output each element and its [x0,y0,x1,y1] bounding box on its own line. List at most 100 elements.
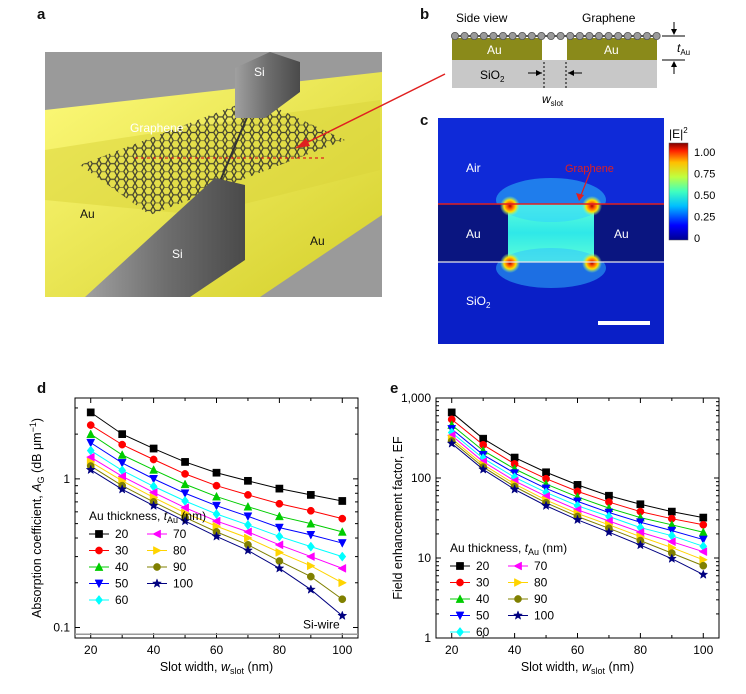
graphene-beads [450,32,661,41]
data-point [152,529,161,539]
panel-b-side-view: Side view Graphene Au Au SiO2 wslot tAu [450,11,690,108]
data-point [244,491,252,499]
data-point [447,408,456,417]
au-left-region [438,204,508,262]
data-point [667,507,676,516]
data-point [275,499,284,508]
data-point [274,523,284,533]
graphene-atom [566,32,575,41]
label-air: Air [466,161,481,175]
data-point [698,547,708,557]
label-graphene-c: Graphene [565,163,614,175]
legend-label: 60 [476,625,490,639]
colorbar-tick-label: 0.75 [694,169,715,181]
x-tick-label: 80 [273,643,287,657]
panel-c-field-map: Graphene Air Au Au SiO2 |E|2 1.00 0.75 0.5… [438,118,715,344]
y-tick-label: 100 [411,471,431,485]
data-point [455,611,465,621]
series-20 [86,408,347,505]
data-point [212,501,221,511]
label-graphene-b: Graphene [582,11,636,25]
panel-letter-c: c [420,112,429,129]
label-t-au: tAu [677,41,690,57]
data-point [305,584,316,594]
hotspot-top-left [500,196,520,216]
x-axis-label: Slot width, wslot (nm) [521,660,634,676]
graphene-atom [643,32,652,41]
data-point [153,546,162,555]
panel-letter-e: e [390,380,399,397]
data-point [514,595,522,603]
legend-label: 90 [534,592,548,606]
graphene-atom [585,32,594,41]
series-40 [86,429,347,536]
y-tick-label: 1 [424,631,431,645]
series-70 [85,452,347,573]
graphene-atom [575,32,584,41]
data-point [666,553,677,563]
data-point [244,476,252,485]
data-point [149,465,159,474]
legend-entry-60: 60 [89,593,129,607]
panel-letter-a: a [37,6,46,23]
legend-entry-80: 80 [508,576,548,590]
legend-title: Au thickness, tAu (nm) [450,541,567,557]
hotspot-top-right [582,196,602,216]
data-point [338,514,347,523]
data-point [117,450,127,459]
data-point [573,481,582,489]
data-point [118,430,127,438]
label-si-top: Si [254,65,265,79]
colorbar-ticks: 1.00 0.75 0.50 0.25 0 [694,147,715,245]
data-point [94,579,104,589]
legend-entry-40: 40 [450,592,490,606]
si-waveguide-top [235,52,300,118]
graphene-atom [518,32,527,41]
graphene-atom [652,32,661,41]
si-wire-label: Si-wire [303,617,340,631]
graphene-atom [623,32,632,41]
data-point [509,484,520,494]
data-point [180,515,191,526]
label-graphene: Graphene [130,121,184,135]
data-point [211,516,221,526]
data-point [153,563,161,571]
legend-entry-20: 20 [450,559,490,573]
x-tick-label: 40 [508,643,522,657]
data-point [242,545,253,555]
series-30 [447,415,708,529]
data-point [274,540,284,550]
legend-entry-50: 50 [89,577,129,591]
scale-bar [598,321,650,325]
y-tick-label: 1 [63,472,70,486]
label-au-right: Au [310,234,325,248]
data-point [148,500,159,510]
data-point [636,500,645,509]
label-au-c-left: Au [466,227,481,241]
series-50 [86,438,347,548]
data-point [151,578,163,588]
data-point [699,520,708,529]
panel-a-illustration: Si Graphene Au Au Si [45,52,446,297]
data-point [243,512,253,522]
x-tick-label: 20 [445,643,459,657]
data-point [541,500,552,511]
data-point [95,594,103,606]
data-point [180,479,190,489]
label-au-b-left: Au [487,43,502,57]
data-point [149,455,158,464]
y-tick-label: 0.1 [53,621,70,635]
label-au-c-right: Au [614,227,629,241]
au-right-block [567,38,657,60]
data-point [86,408,95,417]
x-tick-label: 100 [693,643,713,657]
data-point [275,484,284,493]
graphene-atom [470,32,479,41]
graphene-atom [479,32,488,41]
series-80 [86,457,348,588]
data-point [95,530,103,538]
legend-entry-70: 70 [147,527,187,541]
legend-entry-20: 20 [89,527,129,541]
y-axis-label: Field enhancement factor, EF [391,436,405,600]
data-point [85,464,96,475]
